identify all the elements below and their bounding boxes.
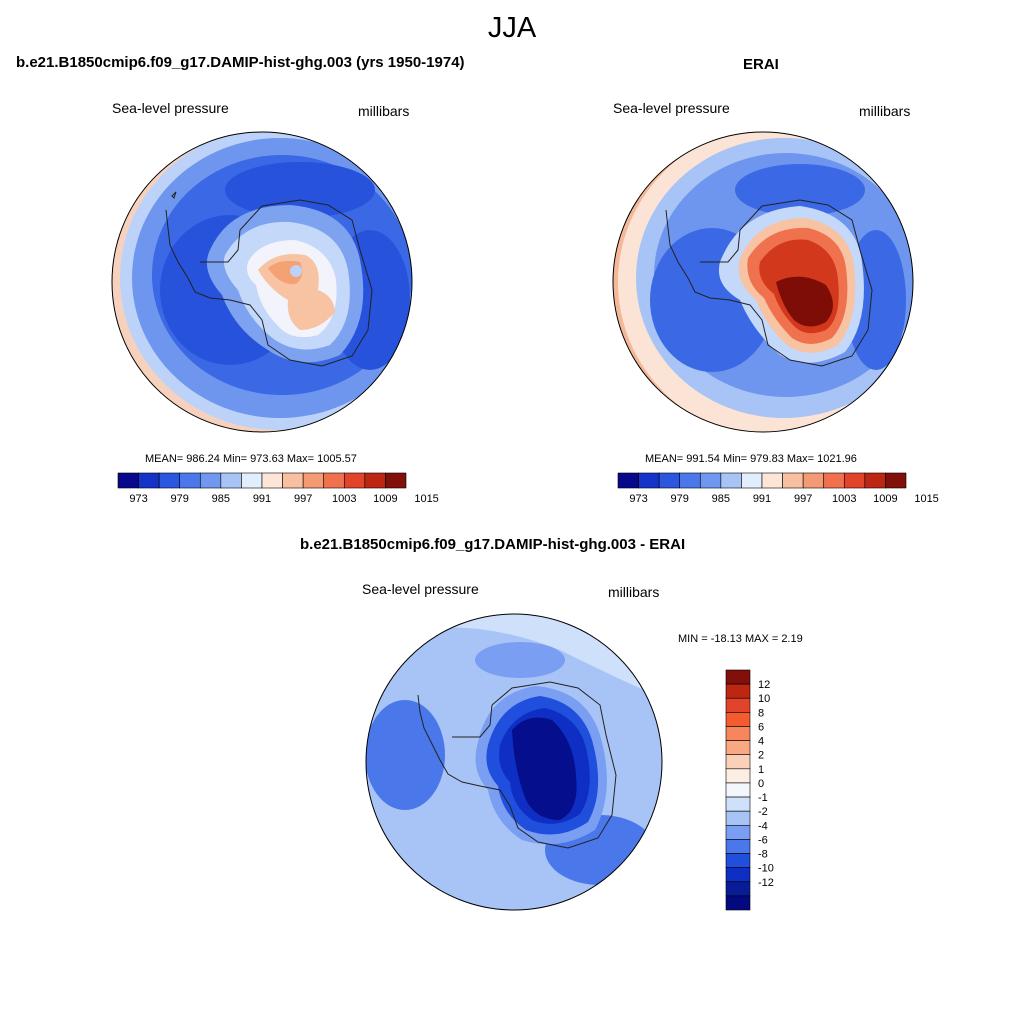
panel2-colorbar-tick: 991 bbox=[753, 493, 771, 505]
panel3-colorbar-box bbox=[725, 796, 751, 812]
panel3-units-label: millibars bbox=[608, 584, 660, 600]
panel2-field-label: Sea-level pressure bbox=[613, 100, 730, 116]
panel3-colorbar-box bbox=[725, 895, 751, 911]
panel3-colorbar-box bbox=[725, 853, 751, 868]
panel3-colorbar-tick: -4 bbox=[758, 820, 768, 832]
panel2-antarctic-max bbox=[776, 276, 833, 327]
panel3-colorbar-tick: -8 bbox=[758, 849, 768, 861]
panel2-colorbar-box bbox=[699, 472, 722, 489]
panel1-colorbar-box bbox=[385, 472, 407, 489]
panel2-colorbar-box bbox=[720, 472, 742, 489]
panel2-colorbar-box bbox=[885, 472, 907, 489]
panel3-colorbar-box bbox=[725, 669, 751, 685]
panel2-colorbar-box bbox=[658, 472, 681, 489]
panel3-colorbar-box bbox=[725, 824, 751, 840]
panel2-colorbar-box bbox=[679, 472, 701, 489]
panel3-colorbar-tick: -12 bbox=[758, 877, 774, 889]
panel2-title: ERAI bbox=[743, 56, 779, 73]
panel1-colorbar-box bbox=[302, 472, 325, 489]
panel1-colorbar-box bbox=[220, 472, 242, 489]
panel3-colorbar-box bbox=[725, 881, 751, 897]
panel3-colorbar-tick: 0 bbox=[758, 778, 764, 790]
panel1-stats: MEAN= 986.24 Min= 973.63 Max= 1005.57 bbox=[145, 453, 357, 465]
panel2-map bbox=[613, 132, 913, 432]
panel1-colorbar-box bbox=[179, 472, 201, 489]
panel2-colorbar-box bbox=[638, 472, 660, 489]
panel1-colorbar-box bbox=[323, 472, 345, 489]
panel1-title: b.e21.B1850cmip6.f09_g17.DAMIP-hist-ghg.… bbox=[16, 54, 465, 71]
panel3-colorbar-box bbox=[725, 683, 751, 699]
panel3-stats: MIN = -18.13 MAX = 2.19 bbox=[678, 633, 803, 645]
panel1-colorbar-box bbox=[117, 472, 139, 489]
panel2-colorbar-tick: 979 bbox=[671, 493, 689, 505]
panel2-colorbar-box bbox=[761, 472, 783, 489]
panel3-colorbar-box bbox=[725, 867, 751, 883]
panel1-colorbar-box bbox=[158, 472, 181, 489]
panel1-colorbar-box bbox=[199, 472, 222, 489]
panel3-map bbox=[366, 614, 662, 910]
panel3-colorbar-tick: -2 bbox=[758, 806, 768, 818]
panel1-colorbar-box bbox=[282, 472, 304, 489]
panel3-colorbar-box bbox=[725, 810, 751, 826]
panel3-colorbar-box bbox=[725, 768, 751, 784]
panel3-colorbar-box bbox=[725, 712, 751, 727]
panel1-colorbar-box bbox=[261, 472, 283, 489]
panel2-colorbar-box bbox=[843, 472, 866, 489]
panel3-colorbar-tick: 12 bbox=[758, 679, 770, 691]
panel3-title: b.e21.B1850cmip6.f09_g17.DAMIP-hist-ghg.… bbox=[300, 536, 686, 553]
panel2-colorbar-tick: 997 bbox=[794, 493, 812, 505]
panel3-colorbar-box bbox=[725, 839, 751, 854]
panel2-colorbar-tick: 985 bbox=[712, 493, 730, 505]
panel3-colorbar-box bbox=[725, 782, 751, 798]
panel3-colorbar-box bbox=[725, 754, 751, 770]
panel1-colorbar-box bbox=[241, 472, 263, 489]
panel1-colorbar-tick: 1009 bbox=[373, 493, 397, 505]
panel3-colorbar-tick: -10 bbox=[758, 863, 774, 875]
panel1-colorbar-tick: 985 bbox=[212, 493, 230, 505]
panel3-colorbar-tick: -1 bbox=[758, 792, 768, 804]
panel2-units-label: millibars bbox=[859, 103, 911, 119]
panel2-stats: MEAN= 991.54 Min= 979.83 Max= 1021.96 bbox=[645, 453, 857, 465]
panel1-units-label: millibars bbox=[358, 103, 410, 119]
panel3-colorbar-tick: 8 bbox=[758, 707, 764, 719]
panel3-colorbar-tick: 4 bbox=[758, 736, 764, 748]
panel3-field-label: Sea-level pressure bbox=[362, 581, 479, 597]
panel1-map bbox=[112, 132, 412, 432]
panel2-colorbar-box bbox=[617, 472, 639, 489]
panel3-colorbar-tick: 6 bbox=[758, 721, 764, 733]
panel2-colorbar-tick: 1003 bbox=[832, 493, 856, 505]
panel1-field-label: Sea-level pressure bbox=[112, 100, 229, 116]
panel2-colorbar-tick: 1015 bbox=[914, 493, 938, 505]
panel2-colorbar-box bbox=[782, 472, 804, 489]
panel1-colorbar-tick: 991 bbox=[253, 493, 271, 505]
panel1-colorbar-tick: 1003 bbox=[332, 493, 356, 505]
panel3-colorbar-tick: 2 bbox=[758, 750, 764, 762]
panel3-colorbar-tick: -6 bbox=[758, 834, 768, 846]
panel1-colorbar-tick: 1015 bbox=[414, 493, 438, 505]
panel3-colorbar-tick: 1 bbox=[758, 764, 764, 776]
panel3-colorbar-box bbox=[725, 740, 751, 756]
panel1-colorbar-box bbox=[343, 472, 366, 489]
panel1-colorbar-tick: 997 bbox=[294, 493, 312, 505]
panel1-colorbar-tick: 979 bbox=[171, 493, 189, 505]
panel1-colorbar-box bbox=[138, 472, 160, 489]
panel2-colorbar-box bbox=[741, 472, 763, 489]
panel3-colorbar-box bbox=[725, 726, 751, 741]
panel3-colorbar-tick: 10 bbox=[758, 693, 770, 705]
figure-season-title: JJA bbox=[487, 12, 537, 44]
panel2-colorbar-box bbox=[802, 472, 825, 489]
panel2-colorbar-tick: 1009 bbox=[873, 493, 897, 505]
panel2-colorbar-tick: 973 bbox=[629, 493, 647, 505]
panel2-colorbar-box bbox=[864, 472, 886, 489]
panel1-colorbar: 973 979 985 991 997 1003 1009 1015 bbox=[117, 472, 439, 505]
panel3-antarctic-max bbox=[512, 717, 577, 820]
panel2-colorbar-box bbox=[823, 472, 845, 489]
panel1-colorbar-box bbox=[364, 472, 386, 489]
panel2-colorbar: 973 979 985 991 997 1003 1009 1015 bbox=[617, 472, 939, 505]
panel3-colorbar-box bbox=[725, 697, 751, 713]
panel1-colorbar-tick: 973 bbox=[129, 493, 147, 505]
